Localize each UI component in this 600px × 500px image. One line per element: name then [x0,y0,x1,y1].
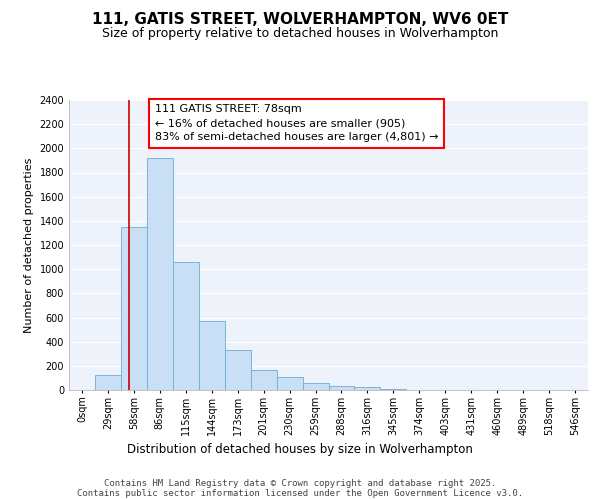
Bar [199,321,224,390]
Bar [251,370,277,390]
Bar [277,378,302,390]
Text: 111, GATIS STREET, WOLVERHAMPTON, WV6 0ET: 111, GATIS STREET, WOLVERHAMPTON, WV6 0E… [92,12,508,28]
Bar [173,262,199,390]
Text: Contains HM Land Registry data © Crown copyright and database right 2025.: Contains HM Land Registry data © Crown c… [104,478,496,488]
Text: Contains public sector information licensed under the Open Government Licence v3: Contains public sector information licen… [77,488,523,498]
Bar [329,386,355,390]
Bar [355,388,380,390]
Text: Distribution of detached houses by size in Wolverhampton: Distribution of detached houses by size … [127,442,473,456]
Text: Size of property relative to detached houses in Wolverhampton: Size of property relative to detached ho… [102,28,498,40]
Bar [302,383,329,390]
Bar [121,227,147,390]
Bar [225,350,251,390]
Bar [95,375,121,390]
Bar [147,158,173,390]
Text: 111 GATIS STREET: 78sqm
← 16% of detached houses are smaller (905)
83% of semi-d: 111 GATIS STREET: 78sqm ← 16% of detache… [155,104,438,142]
Y-axis label: Number of detached properties: Number of detached properties [24,158,34,332]
